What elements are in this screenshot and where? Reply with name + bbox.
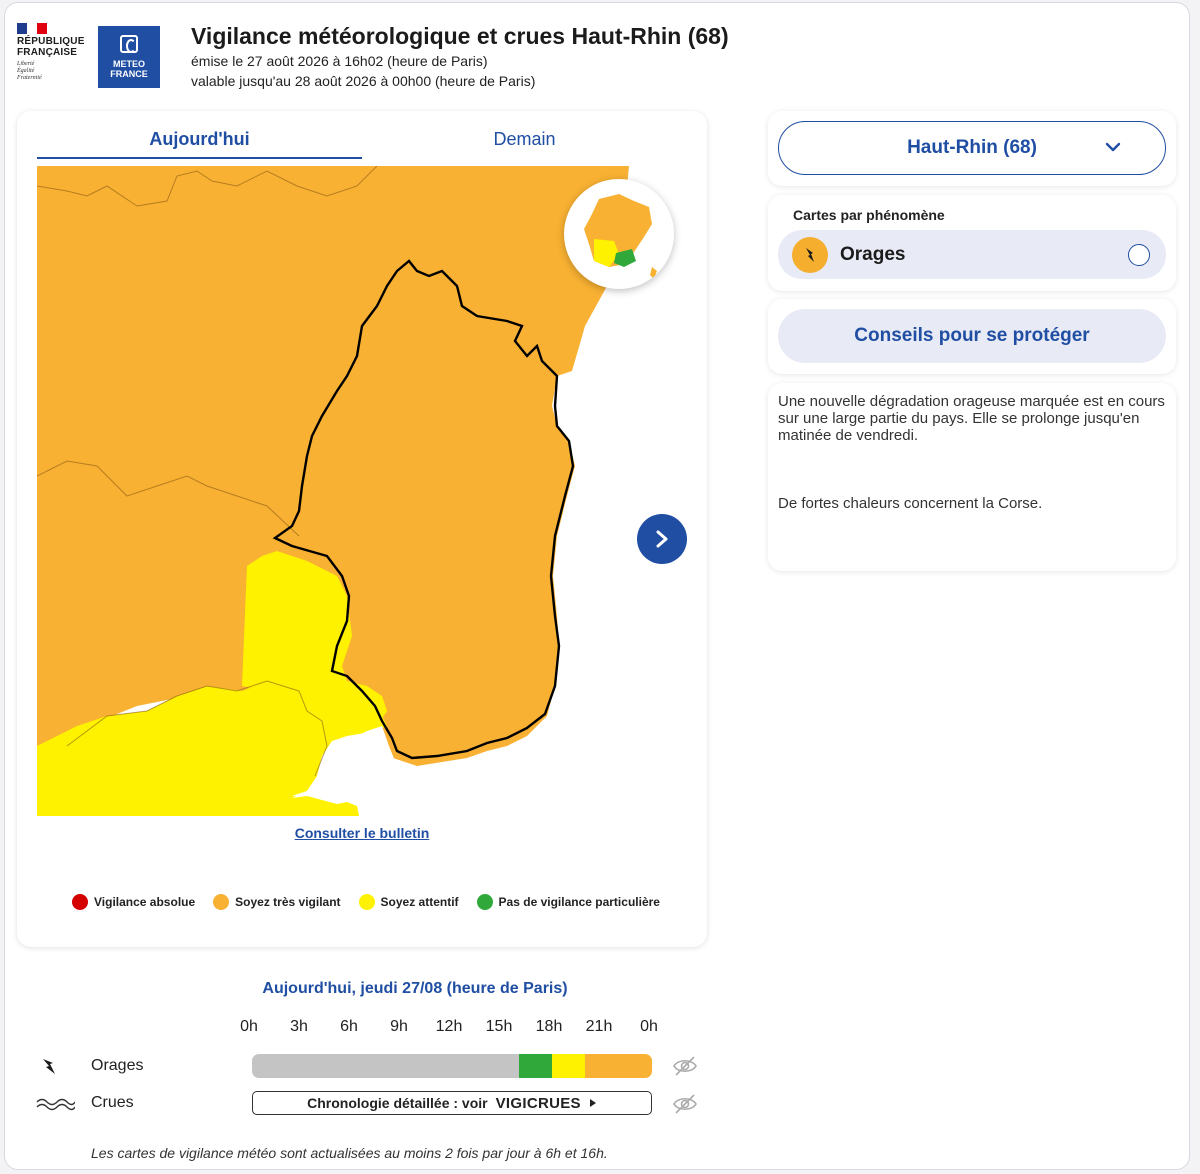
phenomena-card: Cartes par phénomène Orages bbox=[768, 195, 1176, 291]
row-label-crues: Crues bbox=[91, 1094, 134, 1111]
chevron-right-icon bbox=[656, 530, 668, 548]
french-flag-icon bbox=[17, 23, 47, 34]
republique-francaise-logo: RÉPUBLIQUE FRANÇAISE Liberté Égalité Fra… bbox=[17, 23, 97, 82]
green-dot-icon bbox=[476, 894, 493, 910]
lightning-icon bbox=[43, 1059, 55, 1074]
timeline-hour: 9h bbox=[390, 1018, 408, 1035]
chevron-down-icon bbox=[1105, 142, 1121, 152]
play-arrow-icon bbox=[589, 1099, 596, 1107]
legend-item-red: Vigilance absolue bbox=[72, 894, 195, 910]
active-tab-underline bbox=[37, 157, 362, 159]
timeline-hour: 6h bbox=[340, 1018, 358, 1035]
map-yellow-strip bbox=[242, 551, 387, 726]
timeline-hour: 0h bbox=[640, 1018, 658, 1035]
map-yellow-area bbox=[37, 681, 387, 816]
legend-item-yellow: Soyez attentif bbox=[358, 894, 459, 910]
valid-until: valable jusqu'au 28 août 2026 à 00h00 (h… bbox=[191, 73, 536, 89]
advice-button[interactable]: Conseils pour se protéger bbox=[778, 309, 1166, 363]
rf-motto: Liberté Égalité Fraternité bbox=[17, 61, 42, 81]
department-card: Haut-Rhin (68) bbox=[768, 111, 1176, 186]
waves-icon bbox=[36, 1098, 75, 1111]
department-select[interactable]: Haut-Rhin (68) bbox=[778, 121, 1166, 175]
timeline-hour: 12h bbox=[435, 1018, 463, 1035]
rf-name-line2: FRANÇAISE bbox=[17, 47, 78, 58]
meteo-france-mark-icon bbox=[120, 35, 138, 53]
france-mini-map-graphic bbox=[584, 194, 657, 279]
advice-card: Conseils pour se protéger bbox=[768, 299, 1176, 374]
row-label-orages: Orages bbox=[91, 1057, 144, 1074]
map-card: Aujourd'hui Demain bbox=[17, 111, 707, 947]
tab-today[interactable]: Aujourd'hui bbox=[149, 129, 250, 149]
timeline-hour: 0h bbox=[240, 1018, 258, 1035]
timeline-title: Aujourd'hui, jeudi 27/08 (heure de Paris… bbox=[262, 980, 568, 997]
timeline-segment-green bbox=[518, 1054, 552, 1078]
orages-timeline-bar bbox=[252, 1054, 652, 1078]
france-mini-map[interactable] bbox=[564, 179, 674, 289]
map-legend: Vigilance absolue Soyez très vigilant So… bbox=[72, 894, 660, 910]
phenomenon-radio[interactable] bbox=[1128, 244, 1150, 266]
timeline-segment-orange bbox=[585, 1054, 652, 1078]
eye-off-icon[interactable] bbox=[672, 1093, 698, 1115]
issued-date: émise le 27 août 2026 à 16h02 (heure de … bbox=[191, 53, 488, 69]
eye-off-icon[interactable] bbox=[672, 1055, 698, 1077]
next-map-button[interactable] bbox=[637, 514, 687, 564]
timeline-hour: 15h bbox=[485, 1018, 513, 1035]
haut-rhin-border bbox=[272, 259, 575, 760]
phenomenon-orages[interactable]: Orages bbox=[778, 230, 1166, 279]
yellow-dot-icon bbox=[358, 894, 375, 910]
bulletin-paragraph-2: De fortes chaleurs concernent la Corse. bbox=[778, 495, 1043, 512]
bulletin-link[interactable]: Consulter le bulletin bbox=[294, 825, 430, 841]
phenomena-label: Cartes par phénomène bbox=[793, 207, 945, 223]
legend-item-green: Pas de vigilance particulière bbox=[476, 894, 660, 910]
timeline-segment-none bbox=[252, 1054, 519, 1078]
timeline-segment-yellow bbox=[551, 1054, 586, 1078]
bulletin-paragraph-1: Une nouvelle dégradation orageuse marqué… bbox=[778, 393, 1165, 444]
page-frame: RÉPUBLIQUE FRANÇAISE Liberté Égalité Fra… bbox=[4, 2, 1190, 1170]
timeline-hour: 21h bbox=[585, 1018, 613, 1035]
timeline-hour: 18h bbox=[535, 1018, 563, 1035]
crues-chronology-button[interactable]: Chronologie détaillée : voir VIGICRUES bbox=[252, 1091, 652, 1115]
page-title: Vigilance météorologique et crues Haut-R… bbox=[191, 23, 729, 49]
rf-name-line1: RÉPUBLIQUE bbox=[17, 36, 85, 47]
vigicrues-logo: VIGICRUES bbox=[495, 1094, 581, 1112]
timeline-hour: 3h bbox=[290, 1018, 308, 1035]
tab-tomorrow[interactable]: Demain bbox=[493, 129, 556, 149]
map-lake bbox=[292, 726, 397, 804]
footnote: Les cartes de vigilance météo sont actua… bbox=[91, 1145, 608, 1161]
meteo-france-logo[interactable]: METEO FRANCE bbox=[98, 26, 160, 88]
vigilance-map[interactable] bbox=[37, 166, 687, 816]
red-dot-icon bbox=[72, 894, 88, 910]
lightning-icon bbox=[792, 236, 828, 273]
orange-dot-icon bbox=[213, 894, 230, 910]
legend-item-orange: Soyez très vigilant bbox=[213, 894, 341, 910]
bulletin-text-card: Une nouvelle dégradation orageuse marqué… bbox=[768, 383, 1176, 571]
